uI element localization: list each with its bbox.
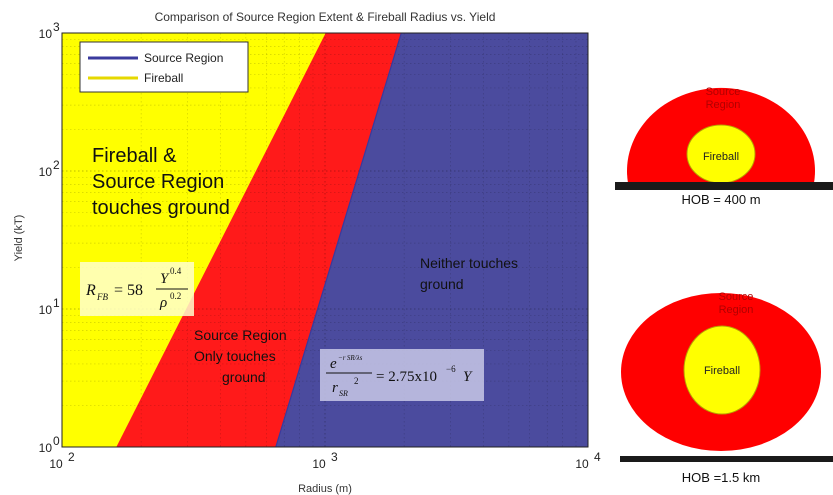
legend-box: [79, 41, 249, 93]
red-region-line-3: ground: [222, 369, 266, 385]
x-tick-label: 10: [49, 457, 63, 471]
y-tick-exponent: 1: [53, 296, 60, 310]
source-region-series-line: [275, 32, 402, 448]
fireball-sphere-1-5km: [683, 325, 761, 415]
x-tick-exponent: 3: [331, 450, 338, 464]
fireball-formula-denominator: ρ: [159, 295, 167, 311]
y-tick-exponent: 2: [53, 158, 60, 172]
chart-title: Comparison of Source Region Extent & Fir…: [155, 10, 496, 24]
ground-line-1-5km: [620, 456, 833, 462]
fireball-formula-numerator-exponent: 0.4: [170, 266, 182, 276]
legend-label-fireball: Fireball: [144, 71, 183, 85]
legend: Source Region Fireball: [79, 41, 249, 93]
legend-label-source-region: Source Region: [144, 51, 223, 65]
yellow-region-annotation: Fireball & Source Region touches ground: [92, 145, 230, 219]
side-panel-hob-1-5km: Source Region Fireball HOB =1.5 km: [620, 291, 833, 485]
fireball-formula: R FB = 58 Y 0.4 ρ 0.2: [80, 262, 194, 316]
source-region-label-400m-line-1: Source: [706, 86, 741, 98]
fireball-formula-numerator: Y: [160, 271, 170, 287]
x-tick-exponent: 2: [68, 450, 75, 464]
fireball-series-line: [115, 32, 326, 448]
y-tick-label: 10: [39, 27, 53, 41]
source-region-label-1-5km-line-1: Source: [719, 291, 754, 303]
source-formula-denominator-subscript: SR: [339, 389, 348, 398]
y-tick-label: 10: [39, 165, 53, 179]
plot-area: 10 2 10 3 10 410 010 110 210 3: [39, 20, 601, 471]
hob-caption-1-5km: HOB =1.5 km: [682, 470, 760, 485]
fireball-formula-denominator-exponent: 0.2: [170, 291, 181, 301]
y-axis-label: Yield (kT): [13, 215, 25, 262]
blue-region: [275, 33, 588, 447]
source-formula-rhs-exponent: −6: [446, 364, 456, 374]
source-formula-rhs: = 2.75x10: [376, 369, 437, 385]
blue-region-annotation: Neither touches ground: [420, 255, 518, 292]
source-region-formula: e −r SR/λs r SR 2 = 2.75x10 −6 Y: [320, 349, 484, 401]
plot-frame: [61, 32, 589, 448]
ground-line-400m: [615, 182, 833, 190]
x-axis-label: Radius (m): [298, 483, 352, 495]
yellow-region-line-2: Source Region: [92, 171, 224, 193]
source-region-formula-box: [320, 349, 484, 401]
red-region-line-1: Source Region: [194, 327, 287, 343]
source-formula-denominator-exponent: 2: [354, 376, 359, 386]
red-region-annotation: Source Region Only touches ground: [194, 327, 287, 385]
x-tick-exponent: 4: [594, 450, 601, 464]
hob-caption-400m: HOB = 400 m: [681, 192, 760, 207]
fireball-label-1-5km: Fireball: [704, 365, 740, 377]
source-formula-denominator: r: [332, 380, 338, 396]
y-tick-label: 10: [39, 303, 53, 317]
y-tick-exponent: 3: [53, 20, 60, 34]
blue-region-line-1: Neither touches: [420, 255, 518, 271]
yellow-region-line-3: touches ground: [92, 197, 230, 219]
fireball-label-400m: Fireball: [703, 151, 739, 163]
red-region-line-2: Only touches: [194, 348, 276, 364]
x-tick-label: 10: [312, 457, 326, 471]
fireball-formula-lhs: R: [85, 282, 96, 299]
y-tick-exponent: 0: [53, 434, 60, 448]
source-formula-rhs-tail: Y: [463, 369, 473, 385]
fireball-formula-coefficient: = 58: [114, 282, 143, 299]
side-panel-hob-400m: Source Region Fireball HOB = 400 m: [615, 86, 833, 207]
yellow-region-line-1: Fireball &: [92, 145, 177, 167]
x-tick-label: 10: [575, 457, 589, 471]
y-tick-label: 10: [39, 441, 53, 455]
fireball-formula-lhs-subscript: FB: [96, 292, 108, 302]
source-formula-numerator: e: [330, 356, 337, 372]
source-region-label-400m-line-2: Region: [706, 99, 741, 111]
blue-region-line-2: ground: [420, 276, 464, 292]
source-formula-numerator-exponent: −r SR/λs: [338, 354, 363, 362]
source-region-label-1-5km-line-2: Region: [719, 304, 754, 316]
